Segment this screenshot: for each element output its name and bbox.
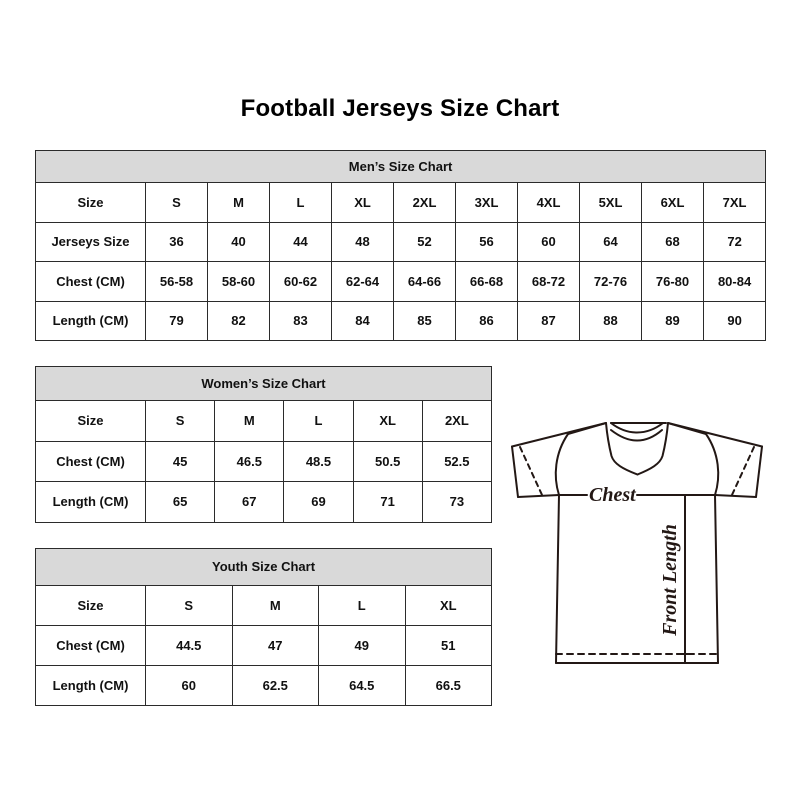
svg-text:Chest: Chest (589, 484, 637, 506)
svg-text:Front Length: Front Length (659, 524, 681, 637)
